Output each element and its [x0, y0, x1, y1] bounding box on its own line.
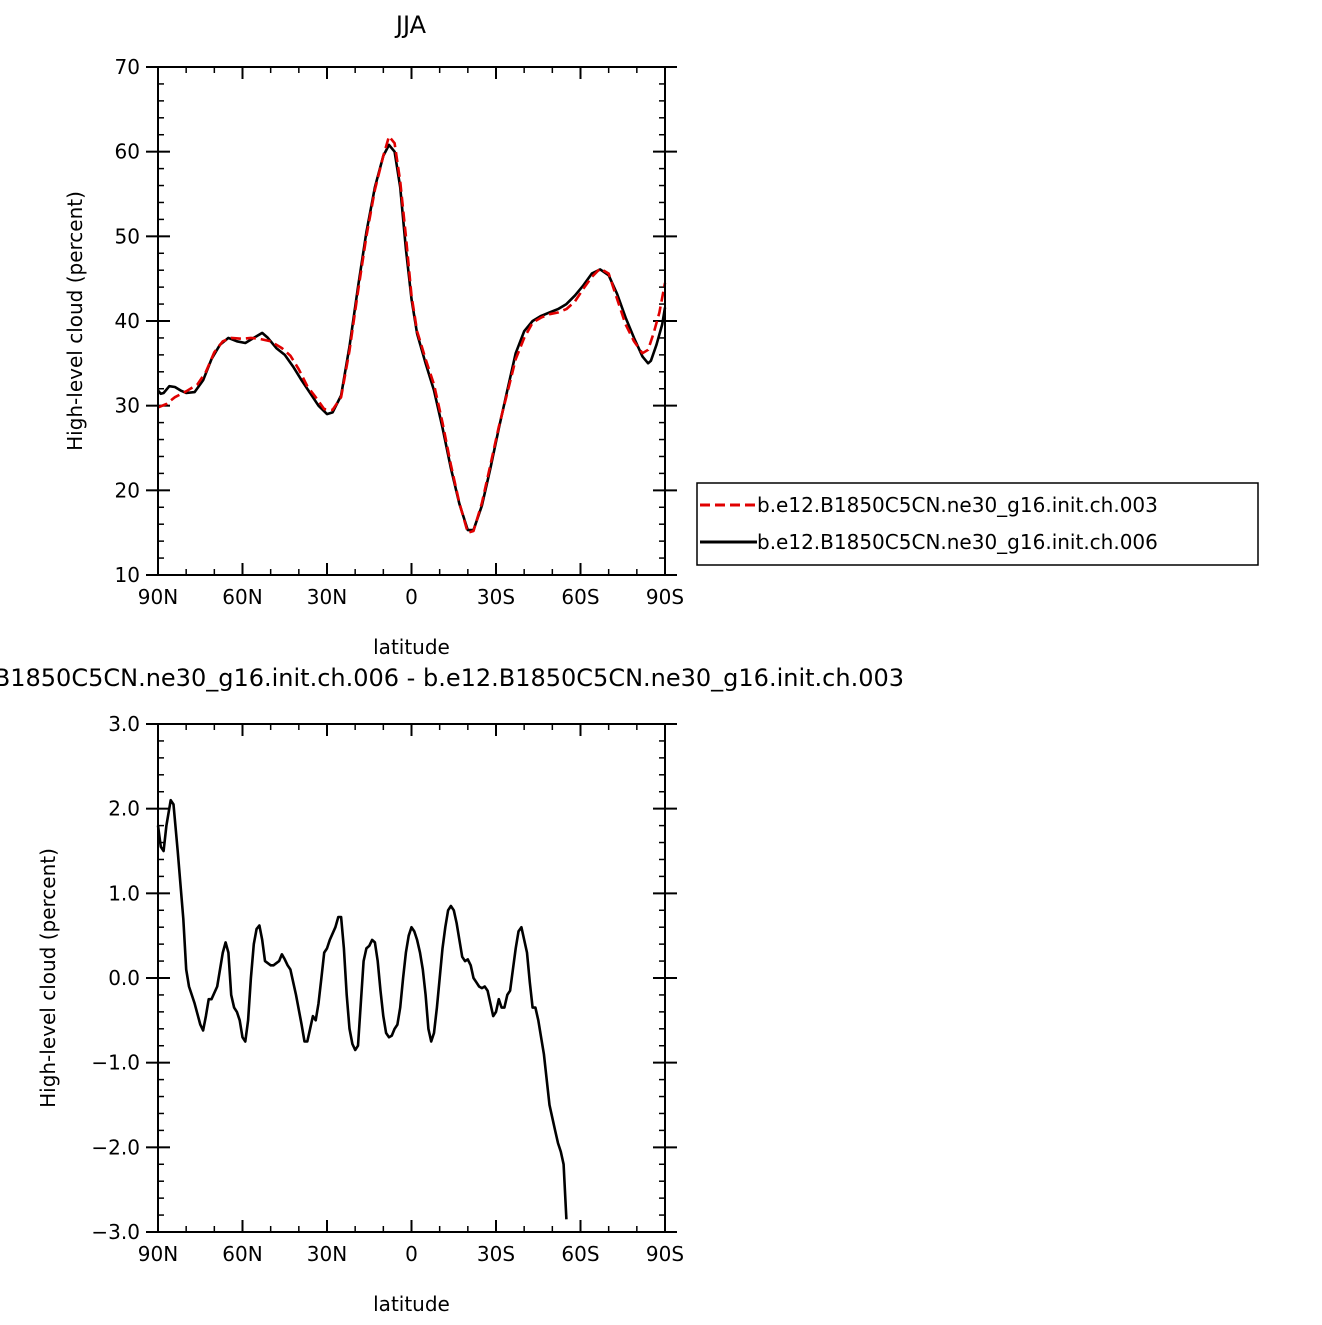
top-y-tick-label: 10: [115, 563, 140, 587]
top-x-tick-label: 90S: [646, 585, 684, 609]
top-x-tick-label: 30S: [477, 585, 515, 609]
top-x-tick-label: 90N: [138, 585, 178, 609]
bottom-y-tick-label: −1.0: [91, 1051, 140, 1075]
bottom-chart-frame: [157, 723, 666, 1233]
legend-label-series-1: b.e12.B1850C5CN.ne30_g16.init.ch.003: [757, 493, 1158, 517]
bottom-x-tick-label: 90N: [138, 1242, 178, 1266]
bottom-chart-tick-labels: 90N 60N 30N 0 30S 60S 90S 3.0 2.0 1.0 0.0 −1.0 −2.0 −…: [91, 712, 684, 1266]
bottom-chart-y-axis-label: High-level cloud (percent): [36, 848, 60, 1108]
top-chart-x-axis-label: latitude: [373, 635, 450, 659]
bottom-y-tick-label: 0.0: [108, 966, 140, 990]
bottom-x-tick-label: 30N: [307, 1242, 347, 1266]
top-panel: JJA 90N 60N 30N 0 30S 60S 90S 10 20 30 40 50 60 70 la…: [63, 11, 684, 659]
legend-box: [696, 482, 1259, 566]
bottom-chart-x-axis-label: latitude: [373, 1292, 450, 1316]
bottom-chart-ticks: [146, 723, 677, 1233]
bottom-x-tick-label: 30S: [477, 1242, 515, 1266]
top-chart-series: [156, 135, 667, 534]
legend-label-series-2: b.e12.B1850C5CN.ne30_g16.init.ch.006: [757, 530, 1158, 554]
top-y-tick-label: 30: [115, 394, 140, 418]
bottom-x-tick-label: 60S: [561, 1242, 599, 1266]
bottom-x-tick-label: 60N: [222, 1242, 262, 1266]
top-chart-ticks: [146, 66, 677, 576]
top-x-tick-label: 30N: [307, 585, 347, 609]
bottom-y-tick-label: 2.0: [108, 797, 140, 821]
top-chart-tick-labels: 90N 60N 30N 0 30S 60S 90S 10 20 30 40 50 60 70: [115, 55, 685, 609]
top-chart-y-axis-label: High-level cloud (percent): [63, 191, 87, 451]
bottom-x-tick-label: 0: [405, 1242, 418, 1266]
top-x-tick-label: 0: [405, 585, 418, 609]
legend: b.e12.B1850C5CN.ne30_g16.init.ch.003 b.e…: [696, 482, 1259, 566]
top-y-tick-label: 50: [115, 224, 140, 248]
top-y-tick-label: 60: [115, 140, 140, 164]
top-chart-title: JJA: [394, 11, 427, 39]
bottom-panel: b.e12.B1850C5CN.ne30_g16.init.ch.006 - b…: [0, 664, 904, 1316]
top-x-tick-label: 60S: [561, 585, 599, 609]
bottom-x-tick-label: 90S: [646, 1242, 684, 1266]
bottom-y-tick-label: −2.0: [91, 1135, 140, 1159]
bottom-chart-series: [156, 798, 568, 1220]
bottom-y-tick-label: 1.0: [108, 881, 140, 905]
top-y-tick-label: 20: [115, 478, 140, 502]
top-chart-frame: [157, 66, 666, 576]
top-y-tick-label: 70: [115, 55, 140, 79]
bottom-y-tick-label: 3.0: [108, 712, 140, 736]
top-y-tick-label: 40: [115, 309, 140, 333]
top-x-tick-label: 60N: [222, 585, 262, 609]
bottom-y-tick-label: −3.0: [91, 1220, 140, 1244]
top-series-line-1: [157, 135, 667, 534]
bottom-chart-title: b.e12.B1850C5CN.ne30_g16.init.ch.006 - b…: [0, 664, 904, 692]
bottom-series-line-1: [156, 798, 568, 1220]
